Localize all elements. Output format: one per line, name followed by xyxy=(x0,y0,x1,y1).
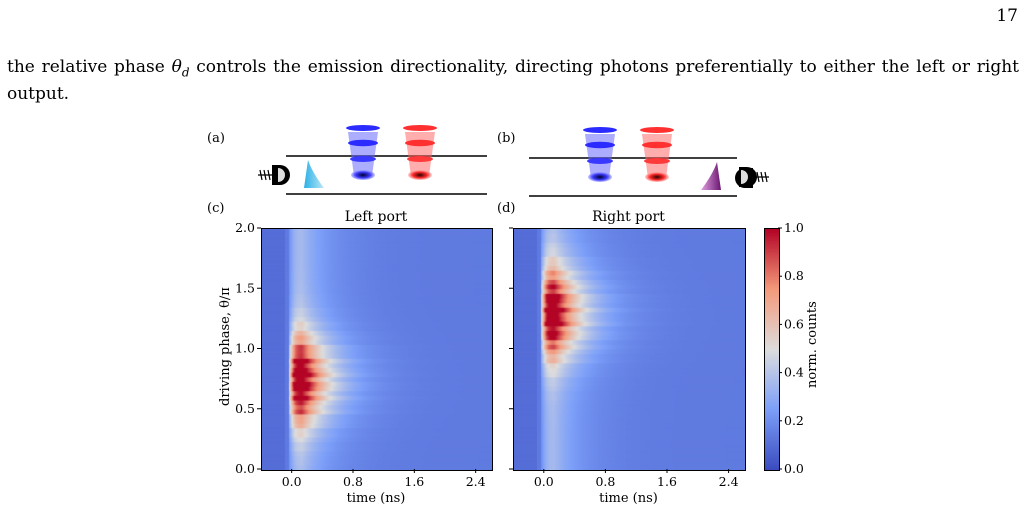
body-paragraph: the relative phase θd controls the emiss… xyxy=(7,56,1019,105)
y-tick-label: 1.5 xyxy=(235,280,255,295)
x-tick-label: 0.0 xyxy=(534,474,554,489)
page-number: 17 xyxy=(996,6,1018,26)
detector-left-icon xyxy=(258,165,290,185)
x-tick-label: 0.8 xyxy=(343,474,363,489)
panel-label-a: (a) xyxy=(207,131,225,146)
x-tick-label: 2.4 xyxy=(719,474,739,489)
theta-subscript: d xyxy=(181,65,190,80)
x-tick-label: 1.6 xyxy=(657,474,677,489)
chart-title-left: Left port xyxy=(344,209,408,225)
y-tick-label: 2.0 xyxy=(235,220,255,235)
panel-label-b: (b) xyxy=(497,131,516,146)
chart-title-right: Right port xyxy=(592,209,665,225)
x-axis-label-right: time (ns) xyxy=(599,491,658,506)
x-tick-label: 0.8 xyxy=(595,474,615,489)
x-tick-label: 0.0 xyxy=(282,474,302,489)
y-tick-label: 0.0 xyxy=(235,461,255,476)
y-tick-label: 0.5 xyxy=(235,401,255,416)
schematic-left-emission xyxy=(258,125,487,195)
detector-right-icon xyxy=(735,167,769,188)
colorbar-tick-label: 0.6 xyxy=(784,316,804,331)
schematic-right-emission xyxy=(529,127,769,197)
colorbar-tick-label: 0.4 xyxy=(784,365,804,380)
red-emitter xyxy=(403,125,437,180)
panel-label-c: (c) xyxy=(207,201,225,216)
photon-pulse-right xyxy=(701,162,721,190)
photon-pulse-left xyxy=(304,160,324,188)
blue-emitter xyxy=(346,125,380,180)
colorbar xyxy=(764,228,780,471)
x-tick-label: 1.6 xyxy=(404,474,424,489)
colorbar-tick-label: 1.0 xyxy=(784,220,804,235)
y-tick-label: 1.0 xyxy=(235,341,255,356)
theta-symbol: θ xyxy=(171,57,182,77)
red-emitter xyxy=(640,127,674,182)
blue-emitter xyxy=(583,127,617,182)
text-after: controls the emission directionality, di… xyxy=(7,57,1020,105)
x-tick-label: 2.4 xyxy=(466,474,486,489)
colorbar-tick-label: 0.0 xyxy=(784,461,804,476)
colorbar-tick-label: 0.8 xyxy=(784,268,804,283)
panel-label-d: (d) xyxy=(497,201,516,216)
colorbar-label: norm. counts xyxy=(805,301,820,388)
text-before: the relative phase xyxy=(7,57,172,77)
heatmap-right-port xyxy=(513,228,746,471)
colorbar-tick-label: 0.2 xyxy=(784,413,804,428)
y-axis-label: driving phase, θ/π xyxy=(218,287,233,406)
x-axis-label-left: time (ns) xyxy=(346,491,406,506)
heatmap-left-port xyxy=(261,228,493,471)
